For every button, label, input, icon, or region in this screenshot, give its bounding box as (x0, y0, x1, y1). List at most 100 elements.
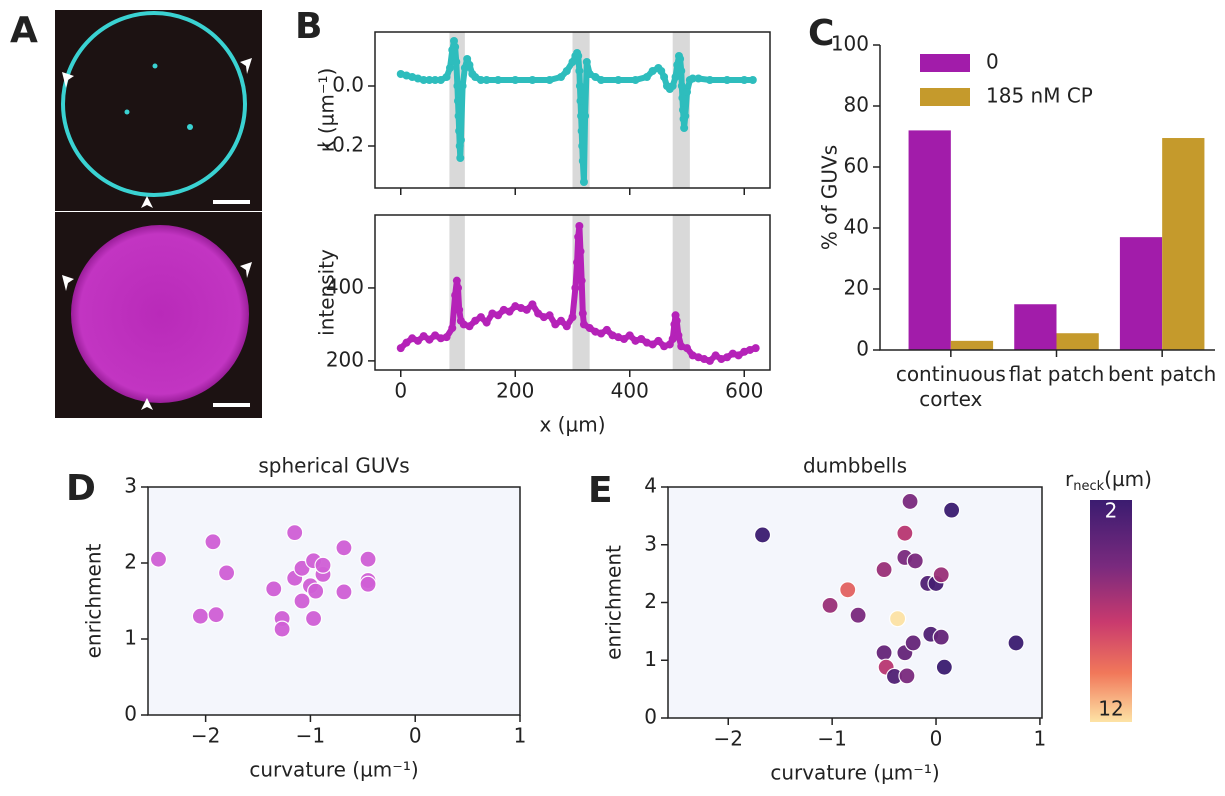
point (944, 502, 960, 518)
point (465, 61, 473, 69)
colorbar-tick-label: 12 (1098, 697, 1123, 721)
point (933, 567, 949, 583)
x-tick-label: 600 (725, 379, 763, 403)
point (578, 277, 586, 285)
y-tick-label: 80 (844, 93, 869, 117)
bar (1057, 333, 1099, 350)
legend-label: 185 nM CP (986, 84, 1093, 108)
point (660, 73, 668, 81)
colorbar-tick-label: 2 (1105, 499, 1118, 523)
y-tick-label: 400 (326, 274, 364, 298)
point (455, 112, 463, 120)
chart-title: spherical GUVs (258, 454, 409, 478)
panel-label: E (588, 470, 613, 511)
point (643, 73, 651, 81)
point (749, 76, 757, 84)
point (680, 124, 688, 132)
point (899, 668, 915, 684)
point (578, 127, 586, 135)
point (563, 67, 571, 75)
point (755, 527, 771, 543)
x-axis-label: x (µm) (539, 413, 605, 437)
point (546, 311, 554, 319)
point (578, 142, 586, 150)
point (676, 55, 684, 63)
y-tick-label: 2 (644, 589, 657, 613)
colorbar-label-sub: neck (1073, 479, 1104, 494)
point (483, 319, 491, 327)
chart: A Bκ (µm⁻¹)−0.20.0intensityx (µm)2004000… (0, 0, 1225, 796)
bar (909, 130, 951, 350)
micrographs (55, 10, 262, 418)
point (576, 82, 584, 90)
point (683, 88, 691, 96)
y-axis-label: enrichment (602, 545, 626, 660)
y-tick-label: −0.2 (315, 133, 364, 157)
y-tick-label: 0.0 (332, 73, 364, 97)
point (511, 76, 519, 84)
y-tick-label: 1 (644, 647, 657, 671)
point (876, 645, 892, 661)
point (287, 525, 303, 541)
x-tick-label: −2 (714, 727, 743, 751)
point (208, 607, 224, 623)
y-axis-label: enrichment (82, 543, 106, 658)
point (456, 154, 464, 162)
point (577, 247, 585, 255)
point (577, 97, 585, 105)
point (936, 659, 952, 675)
image-cyan (55, 10, 262, 211)
legend-swatch (920, 88, 970, 106)
point (631, 76, 639, 84)
point (574, 233, 582, 241)
speck (125, 110, 130, 115)
point (315, 557, 331, 573)
point (563, 322, 571, 330)
point (706, 76, 714, 84)
speck (187, 124, 193, 130)
y-tick-label: 0 (644, 705, 657, 729)
x-tick-label: continuous cortex (891, 362, 1011, 412)
point (740, 76, 748, 84)
point (822, 597, 838, 613)
y-tick-label: 60 (844, 154, 869, 178)
point (581, 112, 589, 120)
point (669, 82, 677, 90)
x-tick-label: −2 (191, 724, 220, 748)
panel-label: B (295, 6, 322, 47)
y-tick-label: 0 (124, 702, 137, 726)
point (907, 553, 923, 569)
y-tick-label: 40 (844, 215, 869, 239)
y-tick-label: 2 (124, 550, 137, 574)
point (614, 76, 622, 84)
point (455, 127, 463, 135)
point (674, 331, 682, 339)
point (597, 76, 605, 84)
plot-background (148, 487, 520, 715)
point (454, 97, 462, 105)
figure: A Bκ (µm⁻¹)−0.20.0intensityx (µm)2004000… (0, 0, 1225, 796)
point (336, 540, 352, 556)
point (443, 333, 451, 341)
point (876, 562, 892, 578)
x-tick-label: 0 (409, 724, 422, 748)
point (850, 607, 866, 623)
point (451, 291, 459, 299)
point (448, 324, 456, 332)
point (455, 306, 463, 314)
x-tick-label: 0 (394, 379, 407, 403)
x-tick-label: 1 (1034, 727, 1047, 751)
x-tick-label: 200 (496, 379, 534, 403)
y-tick-label: 0 (856, 337, 869, 361)
guv-disc (71, 225, 249, 403)
bar (951, 341, 993, 350)
y-tick-label: 20 (844, 276, 869, 300)
x-tick-label: −1 (296, 724, 325, 748)
legend-swatch (920, 54, 970, 72)
point (840, 582, 856, 598)
point (583, 58, 591, 66)
point (336, 584, 352, 600)
point (752, 344, 760, 352)
point (677, 67, 685, 75)
point (579, 157, 587, 165)
